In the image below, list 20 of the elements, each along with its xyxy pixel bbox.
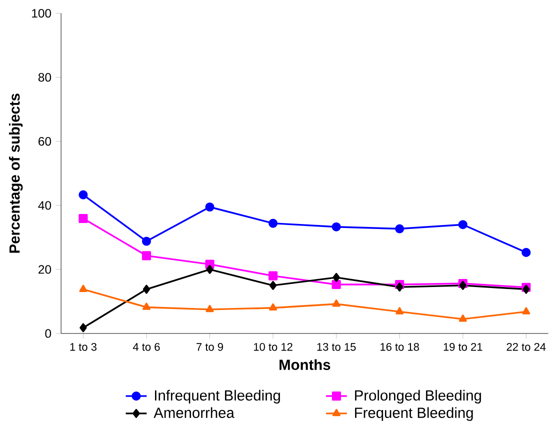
y-tick-label: 80 xyxy=(38,72,52,82)
x-tick-label: 19 to 21 xyxy=(444,342,482,351)
x-tick-label: 1 to 3 xyxy=(70,342,96,351)
y-tick-label: 100 xyxy=(32,8,52,18)
x-tick-label: 22 to 24 xyxy=(506,342,546,351)
legend-label: Infrequent Bleeding xyxy=(155,390,280,404)
legend-label: Frequent Bleeding xyxy=(355,406,473,421)
x-tick-label: 16 to 18 xyxy=(380,342,419,351)
x-tick-label: 10 to 12 xyxy=(254,342,292,351)
x-tick-label: 4 to 6 xyxy=(132,342,160,351)
x-tick-label: 7 to 9 xyxy=(196,342,224,351)
x-axis-title: Months xyxy=(280,358,330,370)
y-tick-label: 60 xyxy=(38,136,52,146)
legend-label: Amenorrhea xyxy=(154,406,234,418)
x-tick-label: 13 to 15 xyxy=(317,342,356,351)
y-tick-label: 40 xyxy=(38,200,52,210)
y-tick-label: 0 xyxy=(45,328,52,338)
legend-label: Prolonged Bleeding xyxy=(355,390,481,404)
y-tick-label: 20 xyxy=(38,264,52,274)
y-axis-title: Percentage of subjects xyxy=(8,93,23,253)
